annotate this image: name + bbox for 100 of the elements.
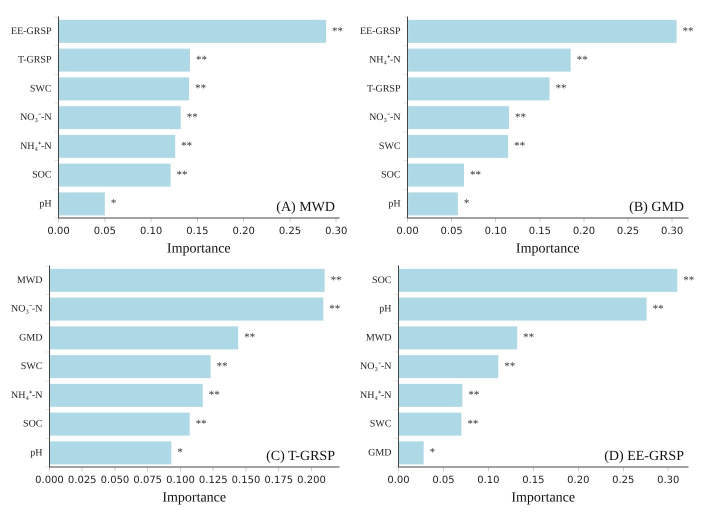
data-label: ** xyxy=(682,25,694,38)
x-tick-label: 0.05 xyxy=(432,474,455,486)
x-tick-label: 0.05 xyxy=(440,226,463,237)
bar xyxy=(398,441,424,464)
bar xyxy=(408,20,677,43)
bar xyxy=(50,412,190,436)
data-label: * xyxy=(177,446,183,459)
annotation: (A) MWD xyxy=(276,200,335,215)
y-tick-label: EE-GRSP xyxy=(360,26,401,37)
x-tick-label: 0.20 xyxy=(232,226,255,237)
data-label: ** xyxy=(523,332,534,344)
data-label: ** xyxy=(196,54,207,66)
data-label: ** xyxy=(514,140,526,152)
annotation: (D) EE-GRSP xyxy=(604,448,684,464)
x-tick-label: 0.025 xyxy=(68,474,97,486)
x-tick-label: 0.200 xyxy=(297,474,326,486)
bar xyxy=(398,384,462,407)
y-tick-label: SOC xyxy=(32,170,52,181)
y-tick-label: EE-GRSP xyxy=(11,26,52,37)
x-tick-label: 0.30 xyxy=(657,474,680,486)
bar xyxy=(59,106,181,130)
x-tick-label: 0.25 xyxy=(616,226,640,237)
x-tick-label: 0.25 xyxy=(612,474,634,486)
data-label: ** xyxy=(216,360,228,372)
data-label: ** xyxy=(468,389,480,402)
y-tick-label: NO₃⁻-N xyxy=(369,112,401,124)
bar xyxy=(59,134,176,158)
data-label: ** xyxy=(330,274,342,286)
x-tick-label: 0.10 xyxy=(140,226,162,237)
y-tick-label: SWC xyxy=(370,418,392,430)
x-tick-label: 0.15 xyxy=(522,474,544,486)
data-label: ** xyxy=(332,25,344,38)
y-tick-label: pH xyxy=(388,198,401,210)
data-label: ** xyxy=(244,332,256,344)
data-label: ** xyxy=(467,418,478,430)
y-tick-label: NH₄⁺-N xyxy=(20,140,52,152)
x-tick-label: 0.25 xyxy=(278,226,302,237)
x-tick-label: 0.05 xyxy=(94,226,116,237)
x-tick-label: 0.30 xyxy=(325,226,348,237)
data-label: ** xyxy=(576,54,588,66)
x-tick-label: 0.125 xyxy=(198,474,228,486)
x-tick-label: 0.050 xyxy=(100,474,130,486)
bar xyxy=(50,268,325,292)
data-label: ** xyxy=(181,140,192,152)
bar xyxy=(408,77,550,100)
x-tick-label: 0.20 xyxy=(572,226,596,237)
bar xyxy=(398,326,518,350)
x-axis-title: Importance xyxy=(511,490,576,506)
data-label: ** xyxy=(196,418,207,430)
annotation: (B) GMD xyxy=(629,200,684,215)
bar xyxy=(408,164,464,187)
y-tick-label: GMD xyxy=(19,332,42,344)
x-tick-label: 0.150 xyxy=(232,474,260,486)
x-tick-label: 0.100 xyxy=(166,474,195,486)
data-label: ** xyxy=(208,389,220,402)
y-tick-label: SOC xyxy=(23,418,43,430)
y-tick-label: SWC xyxy=(378,140,401,152)
bar xyxy=(59,164,171,187)
x-tick-label: 0.15 xyxy=(186,226,209,237)
y-tick-label: SOC xyxy=(381,170,401,181)
bar xyxy=(408,192,458,216)
y-tick-label: NO₃⁻-N xyxy=(20,112,52,124)
bar xyxy=(50,326,238,350)
y-tick-label: NH₄⁺-N xyxy=(360,390,392,401)
bar xyxy=(398,412,462,436)
x-tick-label: 0.175 xyxy=(264,474,294,486)
x-tick-label: 0.075 xyxy=(133,474,162,486)
data-label: ** xyxy=(683,274,694,286)
y-tick-label: SWC xyxy=(20,361,43,372)
y-tick-label: NH₄⁺-N xyxy=(369,54,401,66)
data-label: ** xyxy=(329,303,340,316)
x-axis-title: Importance xyxy=(166,241,231,256)
bar xyxy=(50,355,211,378)
y-tick-label: SOC xyxy=(372,274,392,286)
data-label: ** xyxy=(652,303,664,316)
y-tick-label: pH xyxy=(39,198,52,210)
bar xyxy=(50,441,172,464)
bar xyxy=(59,192,105,216)
data-label: ** xyxy=(195,82,206,95)
data-label: * xyxy=(464,198,470,210)
bar xyxy=(398,268,678,292)
y-tick-label: pH xyxy=(30,447,42,458)
bar xyxy=(408,48,571,72)
y-tick-label: T-GRSP xyxy=(367,83,401,94)
bar xyxy=(408,134,508,158)
data-label: ** xyxy=(556,82,567,95)
data-label: ** xyxy=(470,168,481,181)
x-tick-label: 0.30 xyxy=(660,226,684,237)
x-tick-label: 0.20 xyxy=(567,474,590,486)
y-tick-label: GMD xyxy=(368,447,392,458)
y-tick-label: T-GRSP xyxy=(18,54,52,66)
x-axis-title: Importance xyxy=(516,241,580,256)
bar xyxy=(59,77,190,100)
bar xyxy=(50,384,203,407)
y-tick-label: SWC xyxy=(30,83,52,94)
data-label: ** xyxy=(504,360,516,372)
x-tick-label: 0.000 xyxy=(35,474,64,486)
y-tick-label: MWD xyxy=(366,332,392,344)
data-label: ** xyxy=(176,168,188,181)
x-tick-label: 0.10 xyxy=(484,226,507,237)
